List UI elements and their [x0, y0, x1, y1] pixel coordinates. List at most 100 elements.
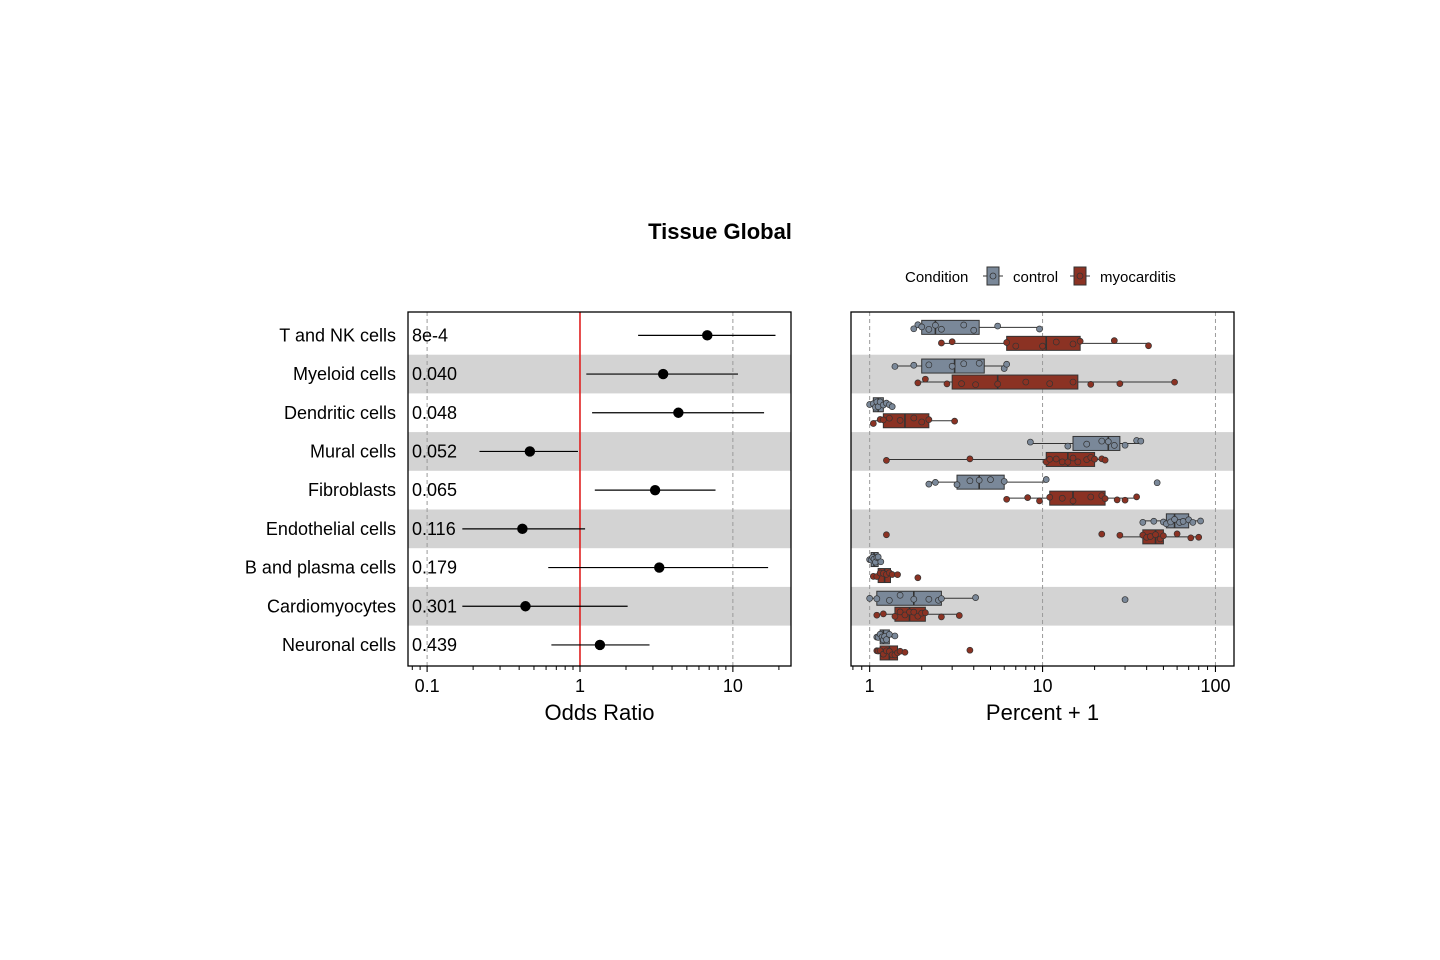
myocarditis-point	[1145, 342, 1152, 350]
row-band	[408, 432, 791, 471]
odds-ratio-point	[673, 407, 684, 418]
row-label-neuronal-cells: Neuronal cells	[282, 635, 396, 655]
x-tick-label: 1	[865, 676, 875, 696]
myocarditis-point	[910, 608, 918, 616]
myocarditis-point	[966, 646, 974, 654]
forest-x-axis-label: Odds Ratio	[544, 700, 654, 725]
row-label-mural-cells: Mural cells	[310, 441, 396, 461]
odds-ratio-point	[524, 446, 536, 457]
pvalue-label: 0.179	[412, 558, 457, 578]
myocarditis-point	[918, 418, 926, 426]
control-point	[938, 325, 945, 333]
odds-ratio-point	[702, 330, 713, 341]
pvalue-label: 0.040	[412, 364, 457, 384]
myocarditis-point	[1058, 494, 1066, 502]
myocarditis-point	[948, 338, 956, 346]
myocarditis-point	[896, 417, 904, 424]
myocarditis-point	[891, 613, 899, 620]
control-point	[925, 325, 933, 333]
myocarditis-point	[1039, 342, 1046, 350]
myocarditis-point	[1187, 534, 1195, 542]
control-point	[1027, 438, 1034, 446]
myocarditis-point	[914, 574, 922, 582]
myocarditis-point	[1087, 381, 1095, 388]
myocarditis-point	[1003, 339, 1011, 346]
myocarditis-point	[894, 571, 901, 579]
myocarditis-point	[938, 339, 945, 347]
control-point	[970, 326, 978, 334]
row-label-cardiomyocytes: Cardiomyocytes	[267, 596, 396, 616]
control-point	[877, 558, 885, 566]
myocarditis-point	[958, 380, 965, 387]
myocarditis-point	[1076, 337, 1084, 345]
myocarditis-point	[879, 416, 887, 424]
box-x-axis-label: Percent + 1	[986, 700, 1099, 725]
myocarditis-point	[966, 455, 974, 463]
control-point	[1036, 325, 1043, 333]
myocarditis-point	[1024, 494, 1032, 501]
pvalue-label: 8e-4	[412, 325, 448, 345]
myocarditis-point	[1121, 496, 1129, 504]
myocarditis-point	[1069, 454, 1077, 462]
control-point	[960, 360, 968, 368]
myocarditis-point	[879, 610, 887, 618]
control-point	[1104, 438, 1112, 445]
myocarditis-point	[883, 531, 890, 539]
odds-ratio-point	[649, 484, 661, 496]
myocarditis-point	[922, 609, 929, 617]
control-point	[1121, 596, 1129, 603]
myocarditis-point	[901, 648, 909, 656]
row-label-b-and-plasma-cells: B and plasma cells	[245, 558, 396, 578]
x-tick-label: 10	[723, 676, 743, 696]
myocarditis-point	[1069, 340, 1077, 348]
myocarditis-point	[1101, 495, 1109, 503]
control-point	[966, 477, 974, 485]
control-point	[932, 321, 939, 329]
control-point	[910, 361, 918, 369]
odds-ratio-point	[594, 639, 606, 651]
myocarditis-box	[951, 374, 1079, 390]
myocarditis-point	[1110, 337, 1118, 344]
odds-ratio-point	[657, 368, 669, 380]
control-point	[910, 595, 918, 603]
myocarditis-point	[1058, 458, 1066, 466]
myocarditis-point	[1046, 380, 1054, 388]
legend-key-myocarditis	[1070, 266, 1090, 286]
myocarditis-point	[1046, 493, 1054, 501]
myocarditis-point	[869, 420, 877, 427]
panel-border	[407, 311, 792, 667]
pvalue-label: 0.048	[412, 403, 457, 423]
myocarditis-point	[1012, 342, 1020, 350]
control-point	[932, 479, 939, 486]
myocarditis-point	[896, 608, 904, 616]
myocarditis-point	[1003, 495, 1011, 503]
control-point	[910, 325, 918, 333]
control-point	[1003, 360, 1011, 368]
legend-label-control: control	[1013, 269, 1058, 286]
control-point	[866, 595, 874, 602]
control-point	[925, 595, 933, 603]
myocarditis-point	[1101, 456, 1109, 464]
pvalue-label: 0.116	[412, 519, 456, 539]
myocarditis-point	[1069, 378, 1077, 386]
control-point	[1179, 518, 1187, 525]
control-point	[975, 476, 983, 484]
myocarditis-point	[1133, 493, 1140, 501]
control-point	[891, 632, 899, 640]
legend-key-control	[983, 266, 1003, 286]
control-point	[960, 321, 968, 329]
myocarditis-point	[1064, 458, 1072, 466]
myocarditis-point	[1052, 338, 1060, 346]
odds-ratio-point	[520, 601, 531, 612]
control-point	[1064, 442, 1072, 450]
myocarditis-point	[1022, 378, 1030, 386]
myocarditis-point	[914, 379, 922, 387]
myocarditis-point	[1113, 496, 1121, 504]
row-label-endothelial-cells: Endothelial cells	[266, 519, 396, 539]
legend-label-myocarditis: myocarditis	[1100, 269, 1176, 286]
myocarditis-point	[922, 375, 929, 383]
myocarditis-point	[943, 380, 951, 388]
control-point	[1171, 516, 1178, 523]
